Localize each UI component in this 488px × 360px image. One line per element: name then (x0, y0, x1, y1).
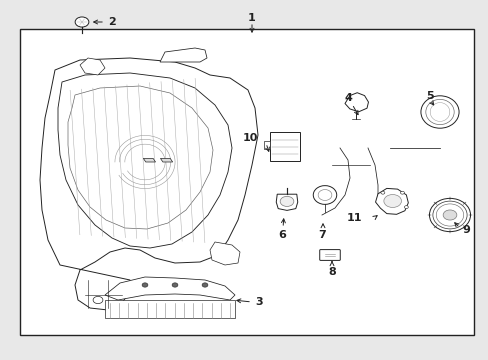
Polygon shape (58, 73, 231, 248)
Text: 7: 7 (318, 230, 325, 240)
Polygon shape (40, 58, 258, 310)
Polygon shape (375, 188, 407, 214)
Circle shape (172, 283, 178, 287)
Circle shape (75, 17, 89, 27)
Circle shape (442, 210, 456, 220)
Circle shape (400, 191, 404, 194)
Circle shape (380, 191, 384, 194)
Polygon shape (105, 277, 235, 300)
Text: 9: 9 (461, 225, 469, 235)
Polygon shape (209, 242, 240, 265)
Polygon shape (143, 158, 155, 162)
FancyBboxPatch shape (20, 29, 473, 335)
Circle shape (404, 206, 407, 208)
Text: 6: 6 (278, 230, 285, 240)
Text: 3: 3 (254, 297, 262, 307)
Text: 5: 5 (425, 91, 433, 101)
Text: 11: 11 (346, 213, 361, 223)
Polygon shape (160, 48, 206, 62)
Polygon shape (276, 194, 297, 210)
Circle shape (142, 283, 148, 287)
FancyBboxPatch shape (264, 141, 270, 149)
Text: 1: 1 (247, 13, 255, 23)
Circle shape (383, 194, 401, 207)
FancyBboxPatch shape (319, 249, 340, 260)
Circle shape (280, 196, 293, 206)
Polygon shape (80, 58, 105, 75)
Circle shape (202, 283, 207, 287)
Polygon shape (160, 158, 172, 162)
FancyBboxPatch shape (269, 132, 300, 161)
Text: 8: 8 (327, 267, 335, 277)
Circle shape (93, 296, 102, 303)
FancyBboxPatch shape (105, 300, 235, 318)
Polygon shape (345, 93, 368, 112)
Text: 4: 4 (344, 93, 351, 103)
Text: 2: 2 (108, 17, 116, 27)
Text: 10: 10 (242, 133, 258, 143)
